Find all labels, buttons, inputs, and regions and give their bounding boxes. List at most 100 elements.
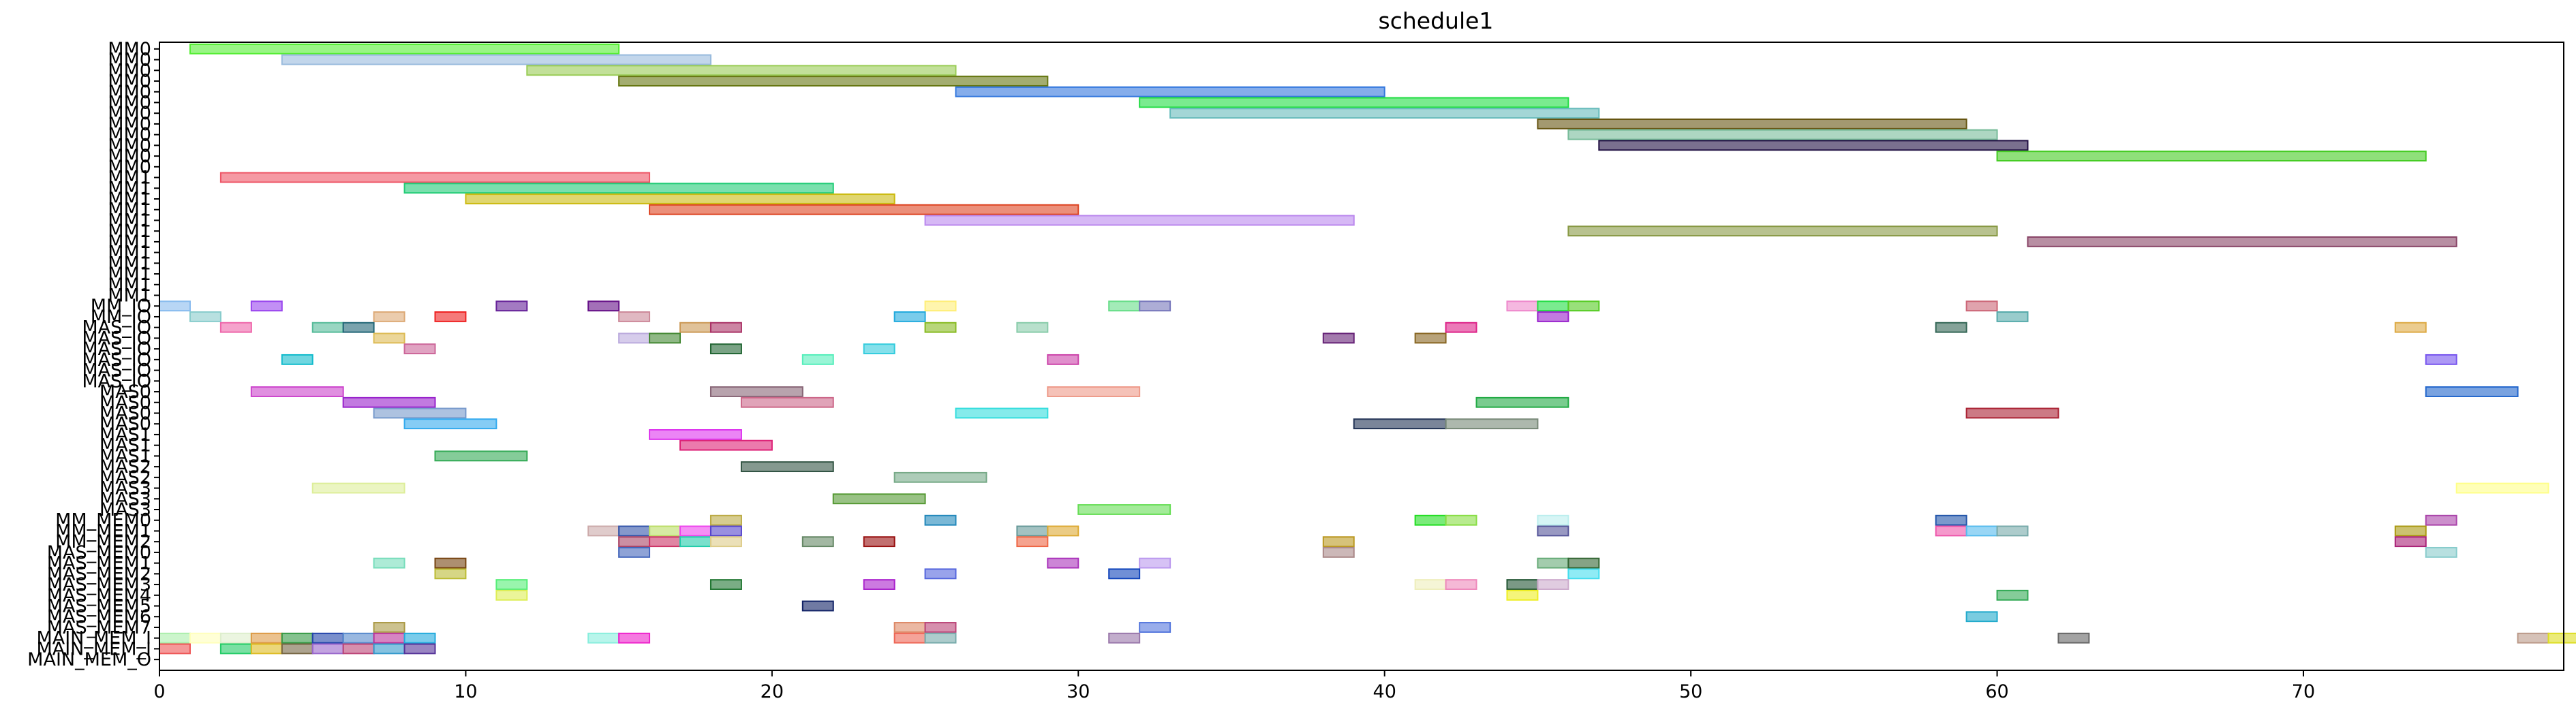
y-tick-label-49: MAS_MEM2 [47, 563, 151, 584]
bar-151 [2057, 632, 2090, 644]
bar-96 [1965, 525, 1998, 537]
bar-1 [281, 54, 711, 65]
bar-48 [649, 332, 681, 344]
bar-128 [495, 589, 528, 601]
y-tick-label-1: MM0 [108, 50, 151, 71]
bar-56 [1047, 354, 1079, 365]
y-tick-label-24: MM_IO [91, 296, 151, 317]
y-tick-label-11: MM0 [108, 157, 151, 178]
bar-158 [311, 643, 344, 655]
bar-129 [1506, 589, 1539, 601]
bar-133 [373, 622, 405, 633]
bar-136 [1139, 622, 1171, 633]
bar-43 [1445, 322, 1477, 333]
x-tick-label-0: 0 [153, 681, 165, 702]
y-tick-label-32: MAS0 [99, 381, 151, 403]
bar-74 [740, 461, 834, 473]
bar-38 [342, 322, 375, 333]
bar-100 [649, 536, 681, 548]
bar-112 [434, 557, 467, 569]
y-tick-label-0: MM0 [108, 39, 151, 60]
bar-132 [1965, 611, 1998, 623]
bar-78 [832, 493, 926, 505]
bar-39 [679, 322, 711, 333]
bar-155 [219, 643, 252, 655]
y-tick-label-20: MM1 [108, 253, 151, 274]
bar-37 [311, 322, 344, 333]
bar-30 [373, 311, 405, 322]
bar-17 [2027, 236, 2457, 247]
bar-79 [1077, 504, 1171, 515]
bar-55 [801, 354, 834, 365]
y-tick-label-54: MAS_MEM7 [47, 617, 151, 638]
bar-layer [159, 43, 2576, 655]
bar-82 [1414, 514, 1447, 526]
y-tick-label-26: MAS_IO [82, 317, 151, 339]
x-tick-label-7: 70 [2292, 681, 2315, 702]
y-tick-label-10: MM0 [108, 146, 151, 167]
bar-101 [679, 536, 711, 548]
bar-21 [587, 300, 620, 312]
bar-35 [1996, 311, 2029, 322]
bar-159 [342, 643, 375, 655]
bar-86 [2425, 514, 2457, 526]
bar-36 [219, 322, 252, 333]
bar-72 [679, 439, 773, 451]
bar-99 [618, 536, 651, 548]
bar-0 [189, 43, 620, 54]
x-tick-label-1: 10 [454, 681, 477, 702]
bar-58 [250, 386, 344, 397]
bar-7 [1537, 119, 1967, 129]
bar-137 [159, 632, 191, 644]
y-tick-label-38: MAS1 [99, 446, 151, 467]
bar-33 [893, 311, 926, 322]
bar-130 [1996, 589, 2029, 601]
y-tick-label-4: MM0 [108, 82, 151, 103]
bar-77 [2455, 482, 2549, 494]
bar-134 [893, 622, 926, 633]
y-tick-label-18: MM1 [108, 232, 151, 253]
bar-142 [311, 632, 344, 644]
bar-84 [1537, 514, 1569, 526]
bar-92 [1016, 525, 1049, 537]
bar-9 [1598, 140, 2029, 151]
y-tick-label-55: MAIN_MEM_I [36, 628, 151, 649]
bar-4 [955, 86, 1385, 97]
y-tick-label-17: MM1 [108, 221, 151, 242]
bar-131 [801, 600, 834, 612]
bar-29 [189, 311, 221, 322]
bar-27 [1567, 300, 1600, 312]
bar-127 [1537, 579, 1569, 590]
bar-110 [2425, 546, 2457, 558]
bar-124 [1414, 579, 1447, 590]
bar-150 [1108, 632, 1141, 644]
y-tick-label-35: MAS0 [99, 413, 151, 435]
bar-147 [618, 632, 651, 644]
y-tick-label-42: MAS3 [99, 488, 151, 510]
bar-126 [1506, 579, 1539, 590]
bar-105 [1016, 536, 1049, 548]
bar-66 [955, 407, 1049, 419]
bar-144 [373, 632, 405, 644]
bar-41 [924, 322, 957, 333]
bar-102 [709, 536, 742, 548]
y-tick-label-56: MAIN_MEM_I [36, 638, 151, 659]
bar-11 [219, 172, 651, 183]
y-tick-label-33: MAS0 [99, 392, 151, 413]
bar-68 [403, 418, 497, 430]
bar-67 [1965, 407, 2059, 419]
bar-149 [924, 632, 957, 644]
bar-154 [159, 643, 191, 655]
bar-117 [434, 568, 467, 580]
bar-95 [1935, 525, 1967, 537]
y-tick-label-29: MAS_IO [82, 349, 151, 371]
y-tick-label-2: MM0 [108, 60, 151, 81]
bar-135 [924, 622, 957, 633]
bar-14 [649, 204, 1079, 215]
bar-111 [373, 557, 405, 569]
bar-61 [2425, 386, 2519, 397]
x-tick-label-5: 50 [1679, 681, 1702, 702]
bar-107 [2394, 536, 2427, 548]
y-tick-label-25: MM_IO [91, 307, 151, 328]
y-tick-label-6: MM0 [108, 103, 151, 124]
